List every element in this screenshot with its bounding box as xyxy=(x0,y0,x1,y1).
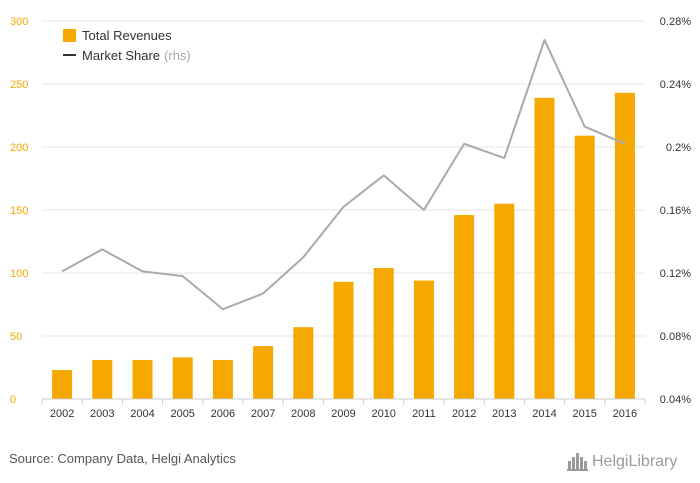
chart-svg: 0 50 100 150 200 250 300 0.04% 0.08% 0.12% 0.16% 0.… xyxy=(10,16,691,420)
legend: Total Revenues Market Share (rhs) xyxy=(63,28,191,63)
y-right-tick-label: 0.16% xyxy=(660,205,691,217)
revenue-bar xyxy=(494,203,515,399)
revenue-bar xyxy=(92,359,113,399)
y-left-tick-label: 50 xyxy=(10,331,22,343)
x-tick-label: 2016 xyxy=(613,408,637,420)
revenue-bar xyxy=(132,359,153,399)
y-right-tick-label: 0.24% xyxy=(660,79,691,91)
revenue-bar xyxy=(574,135,595,399)
revenue-bar xyxy=(534,97,555,400)
x-tick-label: 2015 xyxy=(572,408,596,420)
x-tick-label: 2006 xyxy=(211,408,235,420)
y-left-tick-label: 0 xyxy=(10,394,16,406)
bars xyxy=(52,92,635,400)
revenue-bar xyxy=(333,281,354,399)
y-left-tick-label: 100 xyxy=(10,268,28,280)
y-left-tick-label: 200 xyxy=(10,142,28,154)
y-left-tick-label: 150 xyxy=(10,205,28,217)
revenue-bar xyxy=(212,359,233,399)
x-tick-label: 2014 xyxy=(532,408,556,420)
revenue-bar xyxy=(172,357,193,399)
logo-building-icon xyxy=(567,453,588,471)
y-right-tick-label: 0.04% xyxy=(660,394,691,406)
source-note: Source: Company Data, Helgi Analytics xyxy=(9,451,236,466)
revenue-bar xyxy=(454,215,475,399)
revenue-bar xyxy=(253,346,274,399)
logo-text: HelgiLibrary xyxy=(592,453,677,470)
x-tick-label: 2012 xyxy=(452,408,476,420)
y-left-tick-label: 300 xyxy=(10,16,28,28)
x-tick-label: 2009 xyxy=(331,408,355,420)
legend-label-market-share: Market Share (rhs) xyxy=(82,48,191,63)
x-tick-label: 2010 xyxy=(371,408,395,420)
helgi-library-logo: HelgiLibrary xyxy=(567,453,677,471)
y-right-tick-label: 0.2% xyxy=(666,142,691,154)
gridlines xyxy=(42,20,645,400)
x-tick-label: 2002 xyxy=(50,408,74,420)
revenue-bar xyxy=(373,267,394,399)
legend-market-share-suffix: (rhs) xyxy=(164,48,191,63)
x-tick-label: 2004 xyxy=(130,408,154,420)
legend-market-share-name: Market Share xyxy=(82,48,160,63)
x-tick-label: 2013 xyxy=(492,408,516,420)
x-tick-label: 2007 xyxy=(251,408,275,420)
revenue-bar xyxy=(52,370,73,399)
axes: 0 50 100 150 200 250 300 0.04% 0.08% 0.12% 0.16% 0.… xyxy=(10,16,691,420)
x-tick-label: 2005 xyxy=(170,408,194,420)
x-tick-label: 2008 xyxy=(291,408,315,420)
y-right-tick-label: 0.08% xyxy=(660,331,691,343)
x-tick-label: 2003 xyxy=(90,408,114,420)
revenue-bar xyxy=(614,92,635,399)
revenue-bar xyxy=(293,327,314,399)
market-share-line-layer xyxy=(61,38,626,311)
x-tick-label: 2011 xyxy=(412,408,436,420)
legend-swatch-revenues xyxy=(63,29,76,42)
y-right-tick-label: 0.12% xyxy=(660,268,691,280)
y-left-tick-label: 250 xyxy=(10,79,28,91)
y-right-tick-label: 0.28% xyxy=(660,16,691,28)
legend-label-revenues: Total Revenues xyxy=(82,28,172,43)
revenue-bar xyxy=(413,280,434,399)
